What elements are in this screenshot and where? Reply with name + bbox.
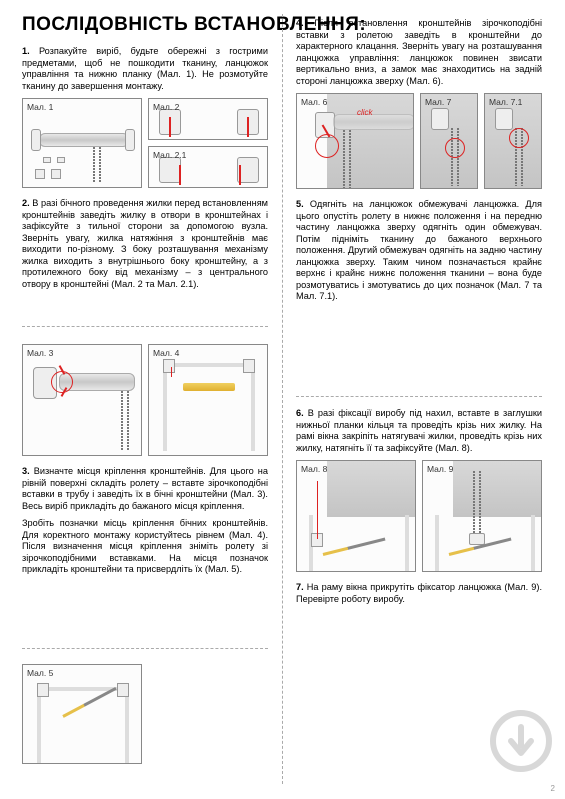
fig7-label: Мал. 7 [425, 97, 451, 107]
step3a-body: Визначте місця кріплення кронштейнів. Дл… [22, 466, 268, 511]
block-step1: 1. Розпакуйте виріб, будьте обережні з г… [22, 46, 268, 296]
step5-body: Одягніть на ланцюжок обмежувачі ланцюжка… [296, 199, 542, 301]
block-step4: 4. Після встановлення кронштейнів зірочк… [296, 18, 542, 309]
fig4-label: Мал. 4 [153, 348, 179, 358]
page: ПОСЛІДОВНІСТЬ ВСТАНОВЛЕННЯ: 1. Розпакуйт… [0, 0, 565, 799]
fig3-label: Мал. 3 [27, 348, 53, 358]
figure-2-1: Мал. 2.1 [148, 146, 268, 188]
figs-row-1: Мал. 1 Мал. 2 [22, 98, 268, 188]
figs-row-34: Мал. 3 Мал. 4 [22, 344, 268, 456]
block-step3: Мал. 3 Мал. 4 3. Визначте місця кріпленн… [22, 338, 268, 582]
click-label: click [357, 108, 373, 117]
fig5-label: Мал. 5 [27, 668, 53, 678]
step7-text: 7. На раму вікна прикрутіть фіксатор лан… [296, 582, 542, 605]
step3b-text: Зробіть позначки місць кріплення бічних … [22, 518, 268, 576]
block-step6: 6. В разі фіксації виробу під нахил, вст… [296, 408, 542, 611]
fig1-label: Мал. 1 [27, 102, 53, 112]
hdash-left-1 [22, 326, 268, 327]
watermark-icon [489, 709, 553, 773]
figure-4: Мал. 4 [148, 344, 268, 456]
step6-body: В разі фіксації виробу під нахил, вставт… [296, 408, 542, 453]
fig6-label: Мал. 6 [301, 97, 327, 107]
fig8-label: Мал. 8 [301, 464, 327, 474]
step1-text: 1. Розпакуйте виріб, будьте обережні з г… [22, 46, 268, 92]
step4-body: Після встановлення кронштейнів зірочкопо… [296, 18, 542, 86]
step7-body: На раму вікна прикрутіть фіксатор ланцюж… [296, 582, 542, 604]
fig71-label: Мал. 7.1 [489, 97, 522, 107]
hdash-left-2 [22, 648, 268, 649]
fig9-label: Мал. 9 [427, 464, 453, 474]
step1-body: Розпакуйте виріб, будьте обережні з гост… [22, 46, 268, 91]
figure-7-1: Мал. 7.1 [484, 93, 542, 189]
figure-6: Мал. 6 click [296, 93, 414, 189]
figure-8: Мал. 8 [296, 460, 416, 572]
figure-5: Мал. 5 [22, 664, 142, 764]
figs-row-5: Мал. 5 [22, 664, 268, 764]
figs-row-6-7: Мал. 6 click Мал. 7 [296, 93, 542, 189]
fig21-label: Мал. 2.1 [153, 150, 186, 160]
step5-text: 5. Одягніть на ланцюжок обмежувачі ланцю… [296, 199, 542, 303]
figs-7-pair: Мал. 7 Мал. 7.1 [420, 93, 542, 189]
figure-2: Мал. 2 [148, 98, 268, 140]
step4-text: 4. Після встановлення кронштейнів зірочк… [296, 18, 542, 87]
page-number: 2 [551, 784, 555, 793]
figure-7: Мал. 7 [420, 93, 478, 189]
block-fig5: Мал. 5 [22, 658, 268, 774]
step2-text: 2. В разі бічного проведення жилки перед… [22, 198, 268, 290]
figure-1: Мал. 1 [22, 98, 142, 188]
fig2-label: Мал. 2 [153, 102, 179, 112]
step3a-text: 3. Визначте місця кріплення кронштейнів.… [22, 466, 268, 512]
hdash-right-1 [296, 396, 542, 397]
figs-2-stack: Мал. 2 Мал. 2.1 [148, 98, 268, 188]
figure-3: Мал. 3 [22, 344, 142, 456]
figs-row-8-9: Мал. 8 Мал. 9 [296, 460, 542, 572]
step6-text: 6. В разі фіксації виробу під нахил, вст… [296, 408, 542, 454]
figure-9: Мал. 9 [422, 460, 542, 572]
vertical-divider [282, 14, 283, 784]
step2-body: В разі бічного проведення жилки перед вс… [22, 198, 268, 289]
